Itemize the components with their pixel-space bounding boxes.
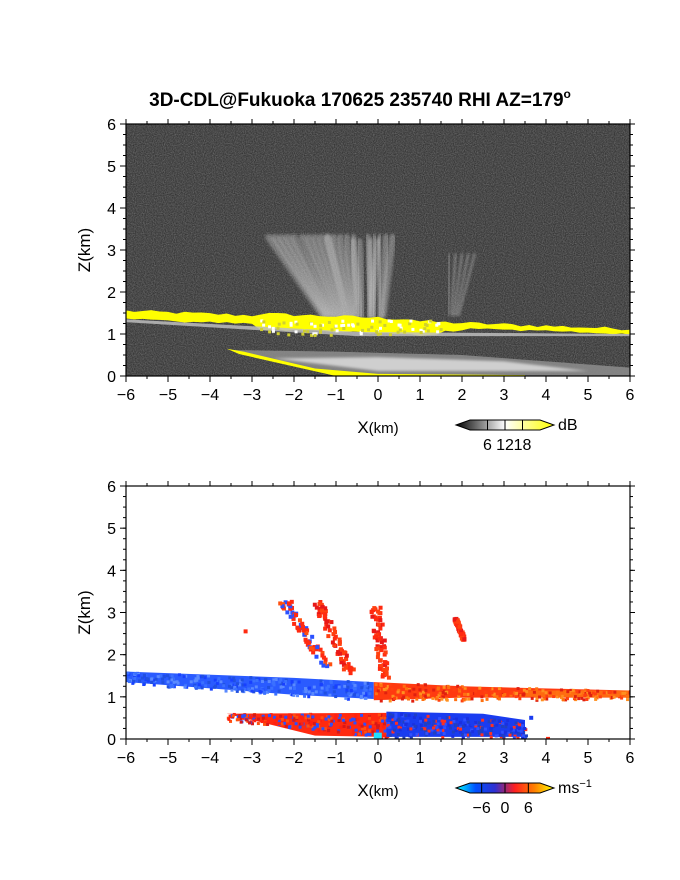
upper-layer-positive-speckle	[374, 683, 630, 703]
x-tick-label: 4	[542, 750, 551, 767]
velocity-isolated-pixels	[243, 599, 550, 739]
x-tick-label: −1	[327, 387, 345, 404]
plume-6	[447, 253, 476, 317]
x-tick-label: −5	[159, 387, 177, 404]
y-tick-label: 6	[107, 479, 116, 496]
plume-2	[298, 233, 349, 319]
colorbar-tick-label: 6	[524, 800, 533, 817]
figure-title: 3D-CDL@Fukuoka 170625 235740 RHI AZ=179o	[149, 87, 571, 111]
velocity-plume-4	[452, 616, 467, 642]
y-axis-label: Z(km)	[75, 590, 94, 634]
x-tick-label: 2	[458, 387, 467, 404]
y-tick-label: 3	[107, 606, 116, 623]
x-tick-label: 2	[458, 750, 467, 767]
x-tick-label: 1	[416, 387, 425, 404]
velocity-colorbar: −6 0 6 ms−1	[454, 778, 592, 817]
colorbar-tick-label: 18	[514, 437, 532, 454]
upper-layer	[126, 310, 630, 337]
x-tick-label: −3	[243, 387, 261, 404]
x-tick-label: 5	[584, 387, 593, 404]
x-axis-label: X(km)	[357, 418, 398, 437]
x-tick-label: −4	[201, 387, 219, 404]
x-tick-label: 6	[626, 750, 635, 767]
backscatter-colorbar: 6 12 18 dB	[454, 417, 578, 454]
y-tick-label: 5	[107, 159, 116, 176]
y-tick-label: 1	[107, 690, 116, 707]
backscatter-field	[126, 233, 630, 376]
x-tick-label: 4	[542, 387, 551, 404]
x-tick-label: 5	[584, 750, 593, 767]
y-tick-label: 2	[107, 285, 116, 302]
x-tick-label: −3	[243, 750, 261, 767]
x-tick-label: 0	[374, 750, 383, 767]
upper-layer-negative-speckle	[126, 671, 373, 701]
x-tick-label: −5	[159, 750, 177, 767]
x-tick-label: −4	[201, 750, 219, 767]
velocity-plume-2	[312, 599, 356, 676]
colorbar-tick-label: −6	[473, 800, 491, 817]
lower-layer-positive-speckle	[226, 712, 390, 739]
colorbar-unit: ms−1	[558, 778, 592, 797]
y-tick-label: 4	[107, 563, 116, 580]
y-tick-label: 5	[107, 521, 116, 538]
lower-layer-negative-speckle	[386, 712, 528, 739]
x-tick-label: −6	[117, 387, 135, 404]
y-tick-label: 0	[107, 732, 116, 749]
x-tick-label: −6	[117, 750, 135, 767]
x-tick-label: 6	[626, 387, 635, 404]
plume-5	[364, 233, 397, 319]
colorbar-unit: dB	[558, 417, 578, 434]
colorbar-tick-label: 6	[483, 437, 492, 454]
backscatter-axes: −6 −5 −4 −3 −2 −1 0 1 2 3 4 5 6 0 1 2 3 4 5 6 X(km) Z(km)	[75, 117, 635, 437]
x-tick-label: 0	[374, 387, 383, 404]
velocity-plume-3	[369, 605, 391, 680]
y-tick-label: 6	[107, 117, 116, 134]
y-tick-label: 1	[107, 327, 116, 344]
y-tick-label: 3	[107, 243, 116, 260]
x-tick-label: 3	[500, 750, 509, 767]
colorbar-tick-label: 0	[501, 800, 510, 817]
velocity-plume-1	[278, 600, 333, 669]
velocity-axes: −6 −5 −4 −3 −2 −1 0 1 2 3 4 5 6 0 1 2 3 4 5 6 X(km) Z(km)	[75, 479, 635, 800]
y-tick-label: 4	[107, 201, 116, 218]
x-axis-label: X(km)	[357, 781, 398, 800]
velocity-field	[126, 599, 630, 739]
x-tick-label: −2	[285, 750, 303, 767]
x-tick-label: −1	[327, 750, 345, 767]
lower-layer	[226, 348, 630, 376]
x-tick-label: 1	[416, 750, 425, 767]
y-tick-label: 0	[107, 369, 116, 386]
y-tick-label: 2	[107, 648, 116, 665]
colorbar-tick-label: 12	[496, 437, 514, 454]
x-tick-label: −2	[285, 387, 303, 404]
y-axis-label: Z(km)	[75, 228, 94, 272]
x-tick-label: 3	[500, 387, 509, 404]
